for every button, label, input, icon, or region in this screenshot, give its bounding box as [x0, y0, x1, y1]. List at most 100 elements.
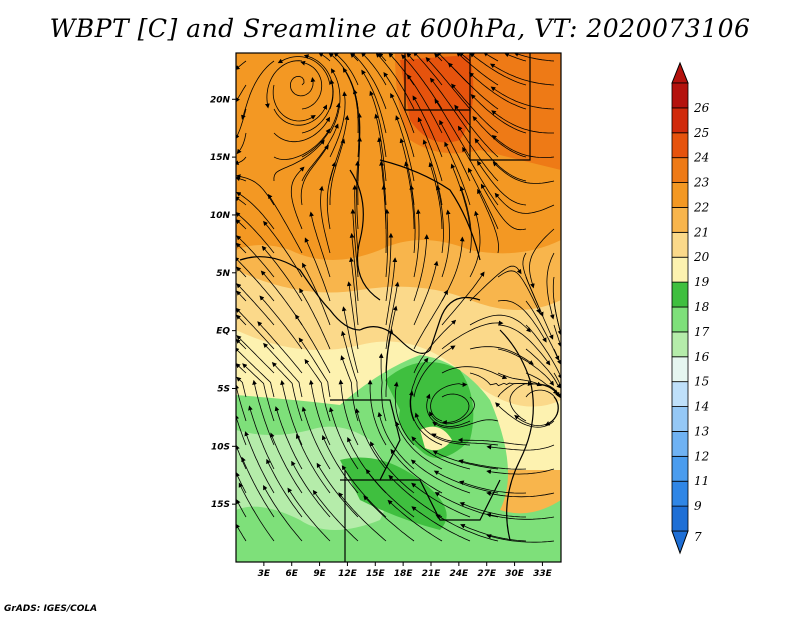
streamline — [385, 305, 398, 373]
streamline — [441, 209, 451, 278]
streamline — [355, 160, 360, 230]
streamline — [381, 184, 387, 254]
y-tick-label: 10S — [211, 442, 230, 452]
x-tick-label: 33E — [533, 569, 553, 579]
streamline — [409, 390, 443, 446]
streamline — [413, 209, 421, 278]
streamline — [497, 300, 547, 343]
streamline — [236, 242, 247, 254]
streamline — [316, 462, 359, 518]
streamline — [490, 86, 555, 110]
streamline — [450, 163, 471, 230]
streamline — [385, 257, 398, 326]
streamline — [441, 236, 465, 302]
streamline — [236, 335, 275, 374]
wbpt-field-18 — [340, 362, 474, 530]
streamline — [469, 210, 481, 278]
streamline — [474, 138, 527, 182]
x-tick-label: 21E — [422, 569, 442, 579]
streamline — [242, 363, 275, 422]
streamline — [270, 432, 303, 494]
streamline — [236, 363, 247, 374]
plot-area — [236, 53, 561, 562]
streamline — [486, 512, 555, 520]
streamline — [289, 75, 316, 97]
streamline — [346, 281, 359, 350]
streamline — [295, 314, 331, 374]
colorbar-label: 26 — [693, 101, 710, 115]
colorbar-label: 22 — [693, 200, 709, 214]
streamline — [472, 115, 527, 158]
streamline — [422, 139, 443, 206]
streamline — [300, 60, 323, 110]
colorbar-label: 23 — [693, 176, 710, 190]
streamline — [236, 60, 247, 71]
streamline — [266, 458, 303, 518]
streamline — [304, 358, 331, 422]
streamline — [429, 77, 471, 134]
colorbar-label: 19 — [694, 275, 710, 289]
colorbar-swatch — [671, 505, 689, 532]
streamline — [321, 434, 359, 494]
colorbar-swatch — [671, 157, 689, 183]
streamline — [459, 186, 472, 254]
colorbar-swatch — [671, 132, 689, 159]
streamline — [414, 412, 471, 446]
colorbar-swatch — [671, 431, 689, 457]
page-title: WBPT [C] and Sreamline at 600hPa, VT: 20… — [49, 14, 751, 43]
colorbar-swatch — [671, 331, 689, 358]
streamline — [491, 110, 554, 134]
colorbar-label: 15 — [694, 375, 709, 389]
streamline — [273, 139, 325, 182]
streamline — [486, 491, 555, 498]
streamline — [441, 366, 508, 380]
streamline — [378, 353, 387, 422]
streamline — [459, 502, 526, 518]
streamline — [261, 245, 303, 302]
streamline — [406, 74, 443, 134]
x-tick-label: 6E — [286, 569, 299, 579]
streamline — [409, 357, 429, 422]
streamline — [238, 482, 275, 542]
streamline — [236, 191, 275, 230]
streamline — [236, 283, 275, 326]
streamline — [301, 123, 339, 182]
streamline — [236, 290, 247, 302]
streamline — [412, 95, 443, 158]
streamline — [352, 89, 360, 158]
streamline — [388, 474, 443, 518]
streamline — [361, 69, 387, 134]
streamline — [432, 419, 499, 429]
streamline — [413, 53, 443, 86]
streamline — [429, 396, 475, 425]
streamline — [241, 456, 275, 518]
streamline — [272, 84, 316, 122]
colorbar-label: 17 — [694, 325, 710, 339]
streamline — [388, 53, 415, 86]
x-tick-label: 18E — [394, 569, 414, 579]
streamline — [413, 260, 439, 326]
streamline — [413, 234, 430, 302]
streamline — [338, 379, 359, 446]
streamline — [458, 459, 527, 470]
streamline — [451, 83, 499, 134]
streamline — [352, 184, 359, 254]
streamline — [236, 266, 247, 278]
streamline — [385, 281, 400, 350]
x-tick-label: 12E — [338, 569, 358, 579]
colorbar-swatch — [671, 182, 689, 208]
streamline — [497, 270, 541, 314]
streamline — [525, 324, 561, 380]
streamline — [390, 92, 415, 158]
streamline — [409, 184, 416, 254]
streamline — [491, 134, 555, 158]
y-tick-label: 15N — [210, 153, 231, 163]
streamline — [553, 348, 561, 365]
colorbar-swatch — [671, 406, 689, 432]
streamline — [525, 300, 560, 361]
streamline — [318, 53, 331, 62]
streamline — [410, 459, 471, 494]
streamline — [529, 228, 555, 289]
y-axis: 20N 15N 10N 5N EQ 5S 10S 15S — [210, 95, 236, 510]
